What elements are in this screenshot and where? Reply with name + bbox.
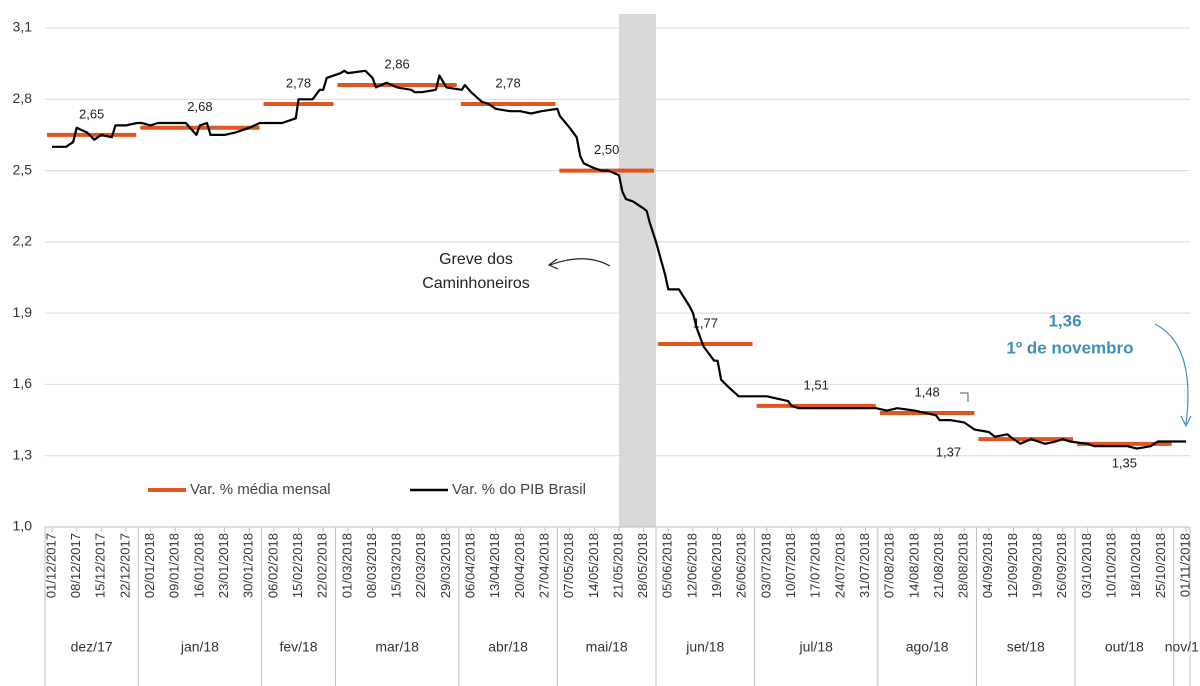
x-tick-label: 03/07/2018 bbox=[758, 533, 773, 598]
x-tick-label: 19/06/2018 bbox=[709, 533, 724, 598]
y-tick-label: 2,8 bbox=[13, 90, 33, 106]
x-tick-label: 13/04/2018 bbox=[487, 533, 502, 598]
annotation-arrow bbox=[549, 258, 611, 267]
annotation: Greve dos bbox=[439, 251, 513, 268]
month-label: set/18 bbox=[1007, 639, 1045, 655]
annotation: 1º de novembro bbox=[1006, 338, 1133, 357]
x-tick-label: 29/03/2018 bbox=[438, 533, 453, 598]
month-label: abr/18 bbox=[488, 639, 528, 655]
month-label: mai/18 bbox=[586, 639, 628, 655]
x-tick-label: 15/03/2018 bbox=[389, 533, 404, 598]
data-label: 2,50 bbox=[594, 142, 619, 157]
y-tick-label: 2,5 bbox=[13, 161, 33, 177]
x-tick-label: 01/12/2017 bbox=[43, 533, 58, 598]
data-label: 2,68 bbox=[187, 99, 212, 114]
x-tick-label: 21/08/2018 bbox=[931, 533, 946, 598]
annotation-arrow bbox=[1154, 323, 1189, 425]
x-tick-label: 07/08/2018 bbox=[882, 533, 897, 598]
x-tick-label: 01/11/2018 bbox=[1177, 533, 1192, 597]
x-tick-label: 06/04/2018 bbox=[463, 533, 478, 598]
x-tick-label: 26/06/2018 bbox=[734, 533, 749, 598]
x-tick-label: 27/04/2018 bbox=[536, 533, 551, 598]
gdp-line bbox=[52, 69, 1186, 450]
month-label: jul/18 bbox=[798, 639, 833, 655]
arrow-head bbox=[547, 258, 559, 270]
x-tick-label: 14/05/2018 bbox=[586, 533, 601, 598]
x-tick-label: 25/10/2018 bbox=[1153, 533, 1168, 598]
month-label: dez/17 bbox=[71, 639, 113, 655]
y-tick-label: 2,2 bbox=[13, 233, 33, 249]
data-label: 1,35 bbox=[1112, 455, 1137, 470]
callout bbox=[960, 392, 969, 402]
x-tick-label: 01/03/2018 bbox=[339, 533, 354, 598]
x-tick-label: 12/06/2018 bbox=[684, 533, 699, 598]
x-tick-label: 31/07/2018 bbox=[857, 533, 872, 598]
strike-period bbox=[619, 14, 656, 527]
month-label: jun/18 bbox=[685, 639, 724, 655]
x-tick-label: 28/08/2018 bbox=[956, 533, 971, 598]
x-tick-label: 22/02/2018 bbox=[315, 533, 330, 598]
data-label: 1,51 bbox=[804, 377, 829, 392]
legend-label: Var. % do PIB Brasil bbox=[452, 481, 586, 498]
y-tick-label: 1,3 bbox=[13, 446, 33, 462]
data-label: 1,77 bbox=[693, 315, 718, 330]
x-tick-label: 10/10/2018 bbox=[1103, 533, 1118, 598]
x-tick-label: 19/09/2018 bbox=[1030, 533, 1045, 598]
x-tick-label: 09/01/2018 bbox=[167, 533, 182, 598]
month-label: nov/1 bbox=[1165, 639, 1199, 655]
x-tick-label: 15/12/2017 bbox=[93, 533, 108, 598]
arrow-head bbox=[1180, 415, 1192, 428]
data-label: 2,86 bbox=[384, 56, 409, 71]
x-tick-label: 17/07/2018 bbox=[808, 533, 823, 598]
annotation: Caminhoneiros bbox=[422, 275, 530, 292]
x-tick-label: 20/04/2018 bbox=[512, 533, 527, 598]
x-tick-label: 18/10/2018 bbox=[1128, 533, 1143, 598]
month-label: ago/18 bbox=[906, 639, 949, 655]
x-tick-label: 24/07/2018 bbox=[832, 533, 847, 598]
x-tick-label: 26/09/2018 bbox=[1054, 533, 1069, 598]
y-tick-label: 3,1 bbox=[13, 19, 33, 35]
x-tick-label: 28/05/2018 bbox=[635, 533, 650, 598]
month-label: jan/18 bbox=[180, 639, 219, 655]
y-tick-label: 1,0 bbox=[13, 518, 33, 534]
data-label: 1,37 bbox=[936, 445, 961, 460]
legend-label: Var. % média mensal bbox=[190, 481, 331, 498]
data-label: 1,48 bbox=[914, 384, 939, 399]
x-tick-label: 03/10/2018 bbox=[1079, 533, 1094, 598]
x-tick-label: 07/05/2018 bbox=[561, 533, 576, 598]
x-tick-label: 16/01/2018 bbox=[191, 533, 206, 598]
x-tick-label: 15/02/2018 bbox=[290, 533, 305, 598]
data-label: 2,78 bbox=[286, 75, 311, 90]
x-tick-label: 08/12/2017 bbox=[68, 533, 83, 598]
annotation: 1,36 bbox=[1048, 311, 1081, 330]
x-tick-label: 23/01/2018 bbox=[216, 533, 231, 598]
x-tick-label: 30/01/2018 bbox=[241, 533, 256, 598]
x-tick-label: 22/12/2017 bbox=[117, 533, 132, 598]
month-label: out/18 bbox=[1105, 639, 1144, 655]
x-tick-label: 05/06/2018 bbox=[660, 533, 675, 598]
x-tick-label: 08/03/2018 bbox=[364, 533, 379, 598]
x-tick-label: 14/08/2018 bbox=[906, 533, 921, 598]
x-tick-label: 22/03/2018 bbox=[413, 533, 428, 598]
y-tick-label: 1,9 bbox=[13, 304, 33, 320]
x-tick-label: 12/09/2018 bbox=[1005, 533, 1020, 598]
data-label: 2,65 bbox=[79, 106, 104, 121]
x-tick-label: 21/05/2018 bbox=[610, 533, 625, 598]
x-tick-label: 02/01/2018 bbox=[142, 533, 157, 598]
y-tick-label: 1,6 bbox=[13, 375, 33, 391]
month-label: mar/18 bbox=[375, 639, 419, 655]
data-label: 2,78 bbox=[495, 75, 520, 90]
month-label: fev/18 bbox=[279, 639, 317, 655]
x-tick-label: 10/07/2018 bbox=[783, 533, 798, 598]
x-tick-label: 06/02/2018 bbox=[265, 533, 280, 598]
x-tick-label: 04/09/2018 bbox=[980, 533, 995, 598]
